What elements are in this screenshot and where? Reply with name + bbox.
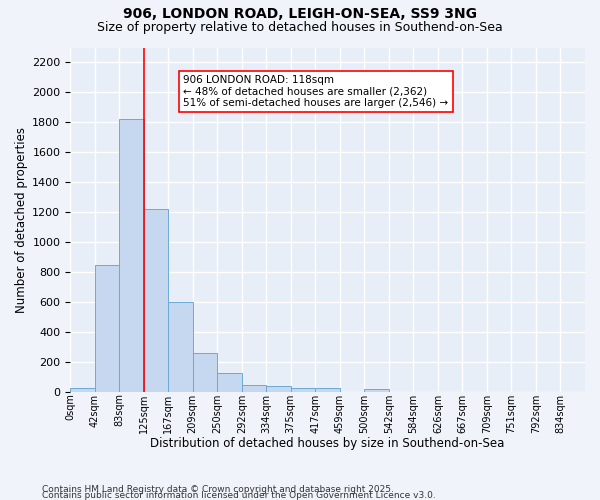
Bar xyxy=(70,388,95,392)
Bar xyxy=(291,388,316,392)
Bar xyxy=(119,120,143,392)
Bar xyxy=(193,353,217,392)
Bar xyxy=(266,386,291,392)
Bar xyxy=(168,302,193,392)
Text: Contains HM Land Registry data © Crown copyright and database right 2025.: Contains HM Land Registry data © Crown c… xyxy=(42,485,394,494)
Bar xyxy=(143,210,168,392)
Text: Size of property relative to detached houses in Southend-on-Sea: Size of property relative to detached ho… xyxy=(97,21,503,34)
Bar xyxy=(364,389,389,392)
Bar xyxy=(217,372,242,392)
Text: 906 LONDON ROAD: 118sqm
← 48% of detached houses are smaller (2,362)
51% of semi: 906 LONDON ROAD: 118sqm ← 48% of detache… xyxy=(184,75,449,108)
Bar xyxy=(95,264,119,392)
Bar xyxy=(242,384,266,392)
Text: 906, LONDON ROAD, LEIGH-ON-SEA, SS9 3NG: 906, LONDON ROAD, LEIGH-ON-SEA, SS9 3NG xyxy=(123,8,477,22)
Bar xyxy=(316,388,340,392)
X-axis label: Distribution of detached houses by size in Southend-on-Sea: Distribution of detached houses by size … xyxy=(151,437,505,450)
Text: Contains public sector information licensed under the Open Government Licence v3: Contains public sector information licen… xyxy=(42,491,436,500)
Y-axis label: Number of detached properties: Number of detached properties xyxy=(15,127,28,313)
